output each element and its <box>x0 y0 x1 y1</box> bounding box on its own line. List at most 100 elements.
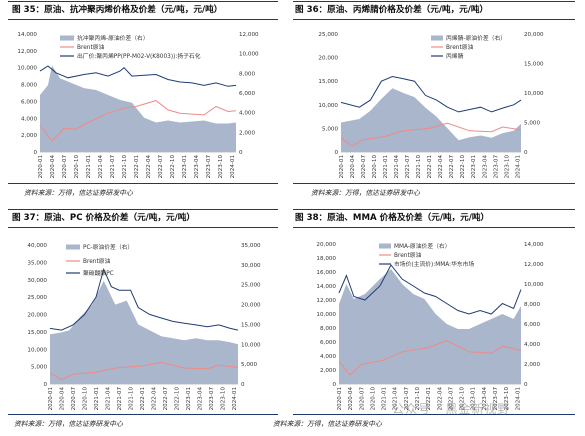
x-tick-label: 2020-10 <box>372 155 378 179</box>
left-tick-label: 0 <box>332 382 336 388</box>
x-tick-label: 2021-01 <box>383 155 389 179</box>
right-tick-label: 10,000 <box>524 282 544 288</box>
title-rule-bottom <box>8 19 278 20</box>
source-rule <box>293 414 575 415</box>
x-tick-label: 2021-04 <box>98 155 104 179</box>
right-tick-label: 5,000 <box>241 362 257 368</box>
legend-swatch-area <box>379 243 391 249</box>
legend-label: MMA-原油价差（右） <box>394 242 451 250</box>
source-rule <box>293 183 575 184</box>
left-tick-label: 10,000 <box>316 312 336 318</box>
x-tick-label: 2020-10 <box>370 387 376 411</box>
x-tick-label: 2020-07 <box>359 387 365 411</box>
title-rule-top <box>293 1 575 2</box>
x-tick-label: 2020-01 <box>38 155 44 179</box>
x-tick-label: 2020-04 <box>50 155 56 179</box>
left-tick-label: 14,000 <box>316 284 336 290</box>
legend-swatch-area <box>66 244 80 250</box>
right-tick-label: 8,000 <box>524 302 540 308</box>
x-tick-label: 2021-07 <box>117 387 123 411</box>
x-tick-label: 2022-01 <box>140 387 146 411</box>
left-tick-label: 0 <box>33 150 37 156</box>
x-tick-label: 2023-04 <box>194 155 200 179</box>
left-tick-label: 20,000 <box>316 242 336 248</box>
left-tick-label: 30,000 <box>27 278 47 284</box>
right-tick-label: 14,000 <box>524 242 544 248</box>
chart-title: 图 36：原油、丙烯腈价格及价差（元/吨，元/吨） <box>295 5 489 15</box>
right-tick-label: 25,000 <box>241 283 261 289</box>
title-rule-bottom <box>293 19 575 20</box>
x-tick-label: 2022-07 <box>449 155 455 179</box>
x-tick-label: 2022-10 <box>460 387 466 411</box>
source-rule <box>8 183 278 184</box>
watermark-text: 公众号 · 黑金新视野 <box>392 402 511 416</box>
series-line-brent <box>39 100 237 142</box>
right-tick-label: 5,000 <box>524 121 540 127</box>
right-tick-label: 10,000 <box>241 342 261 348</box>
x-tick-label: 2021-10 <box>416 155 422 179</box>
x-tick-label: 2022-07 <box>163 387 169 411</box>
left-tick-label: 6,000 <box>21 99 37 105</box>
legend-swatch-area <box>431 35 443 41</box>
right-tick-label: 4,000 <box>524 342 540 348</box>
right-tick-label: 20,000 <box>241 303 261 309</box>
x-tick-label: 2021-04 <box>106 387 112 411</box>
x-tick-label: 2020-01 <box>339 155 345 179</box>
series-area-spread <box>50 280 238 384</box>
chart-title: 图 37：原油、PC 价格及价差（元/吨，元/吨） <box>12 213 195 223</box>
x-tick-label: 2023-01 <box>182 155 188 179</box>
right-tick-label: 2,000 <box>239 130 255 136</box>
right-tick-label: 12,000 <box>239 32 259 38</box>
left-tick-label: 8,000 <box>320 326 336 332</box>
x-tick-label: 2022-01 <box>426 387 432 411</box>
left-tick-label: 20,000 <box>318 56 338 62</box>
x-tick-label: 2021-04 <box>393 387 399 411</box>
chart-panel-35: 图 35：原油、抗冲聚丙烯价格及价差（元/吨，元/吨） 0 2,000 4,000 6… <box>0 0 292 210</box>
x-tick-label: 2023-10 <box>218 155 224 179</box>
right-tick-label: 35,000 <box>241 243 261 249</box>
source-note: 资料来源：万得，信达证券研发中心 <box>311 189 420 197</box>
x-tick-label: 2022-10 <box>460 155 466 179</box>
series-line-brent <box>338 340 522 376</box>
legend-label: Brent原油 <box>83 257 111 265</box>
source-note: 资料来源：万得，信达证券研发中心 <box>14 420 123 428</box>
x-tick-label: 2023-01 <box>186 387 192 411</box>
x-tick-label: 2022-04 <box>438 155 444 179</box>
right-tick-label: 10,000 <box>239 52 259 58</box>
x-tick-label: 2023-04 <box>482 387 488 411</box>
left-tick-label: 40,000 <box>27 243 47 249</box>
chart-panel-38: 图 38：原油、MMA 价格及价差（元/吨，元/吨） 0 2,000 4,000 6,… <box>273 208 585 436</box>
left-tick-label: 2,000 <box>21 133 37 139</box>
x-tick-label: 2021-10 <box>122 155 128 179</box>
chart-svg: 0 5,000 10,000 15,000 20,000 25,000 0 5,000 10,0… <box>318 32 544 179</box>
right-tick-label: 8,000 <box>239 71 255 77</box>
right-tick-label: 0 <box>524 382 528 388</box>
x-tick-label: 2022-10 <box>175 387 181 411</box>
legend-label: Brent原油 <box>394 251 422 259</box>
chart-svg: 0 2,000 4,000 6,000 8,000 10,000 12,000 14,000 1… <box>316 242 544 411</box>
x-tick-label: 2022-10 <box>170 155 176 179</box>
right-tick-label: 0 <box>239 150 243 156</box>
x-tick-label: 2024-01 <box>515 387 521 411</box>
source-note: 资料来源：万得，信达证券研发中心 <box>273 420 382 428</box>
left-tick-label: 6,000 <box>320 340 336 346</box>
series-line-product <box>39 65 237 87</box>
left-tick-label: 0 <box>334 150 338 156</box>
chart-panel-37: 图 37：原油、PC 价格及价差（元/吨，元/吨） 0 5,000 10,000 15… <box>0 208 292 436</box>
x-tick-label: 2022-04 <box>146 155 152 179</box>
left-tick-label: 2,000 <box>320 368 336 374</box>
series-area-spread <box>339 269 521 384</box>
right-tick-label: 15,000 <box>241 322 261 328</box>
legend-swatch-area <box>60 35 74 41</box>
legend-label: 市场价(主流价):MMA:华东市场 <box>394 260 474 268</box>
left-tick-label: 8,000 <box>21 83 37 89</box>
x-tick-label: 2024-01 <box>232 387 238 411</box>
left-tick-label: 10,000 <box>318 103 338 109</box>
x-tick-label: 2021-07 <box>404 387 410 411</box>
x-tick-label: 2021-01 <box>382 387 388 411</box>
left-tick-label: 5,000 <box>322 126 338 132</box>
x-tick-label: 2021-07 <box>110 155 116 179</box>
left-tick-label: 12,000 <box>316 298 336 304</box>
left-tick-label: 15,000 <box>27 330 47 336</box>
x-tick-label: 2020-10 <box>74 155 80 179</box>
